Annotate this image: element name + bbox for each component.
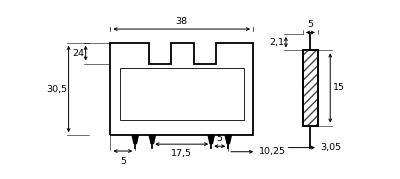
Text: 5: 5 [307,20,314,29]
Polygon shape [149,135,155,143]
Polygon shape [208,135,214,143]
Text: 5: 5 [120,157,126,166]
Polygon shape [132,135,138,143]
Text: 3,05: 3,05 [320,143,342,152]
Bar [303,50,318,125]
Text: 24: 24 [72,49,84,58]
Text: 17,5: 17,5 [171,149,192,158]
Text: 15: 15 [333,83,345,93]
Bar [303,50,318,125]
Text: 30,5: 30,5 [46,84,67,93]
Text: 10,25: 10,25 [259,147,286,156]
Polygon shape [225,135,231,143]
Text: 5: 5 [217,134,223,143]
Text: 2,1: 2,1 [269,38,284,47]
Bar [303,50,318,125]
Text: 38: 38 [176,17,188,26]
